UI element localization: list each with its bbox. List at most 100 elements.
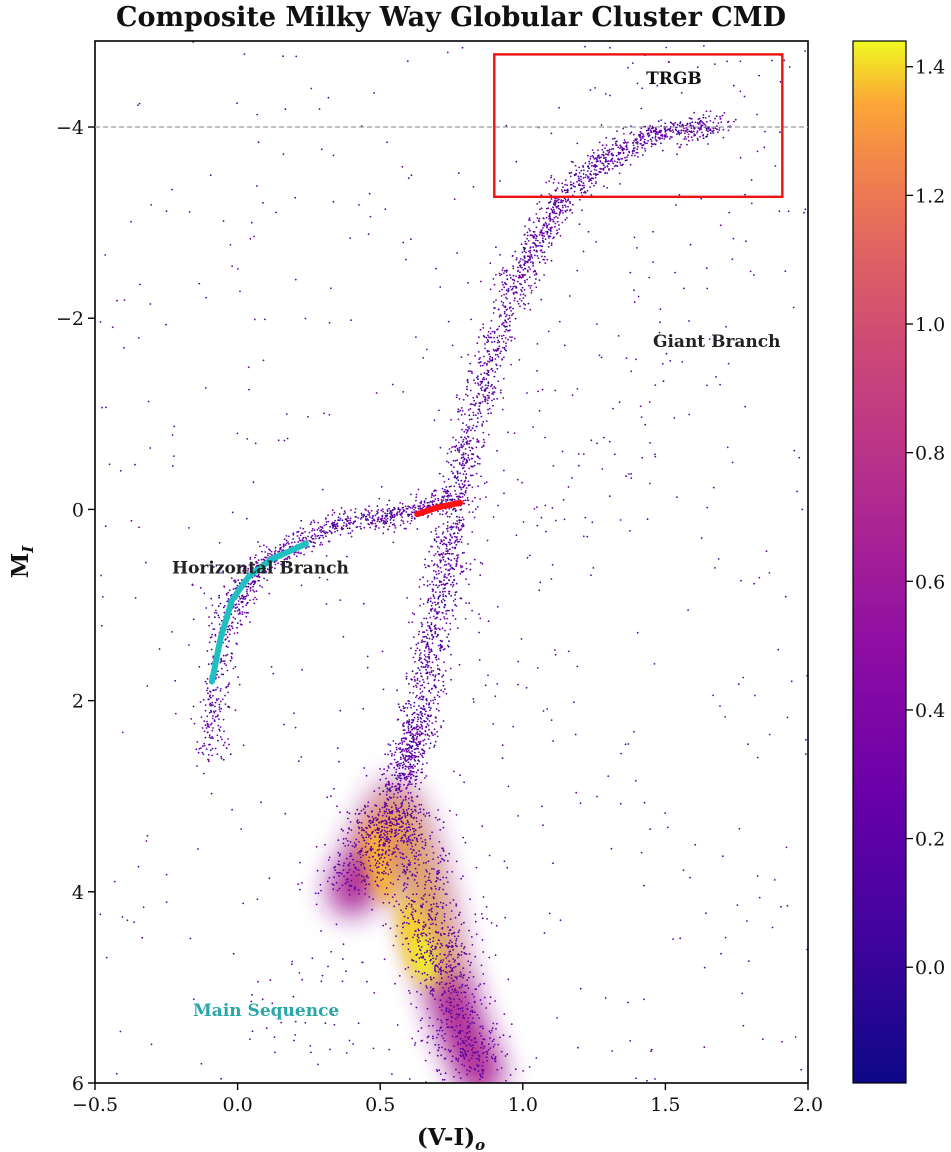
scatter-point [442, 986, 444, 989]
scatter-point [415, 643, 418, 646]
scatter-point [357, 852, 359, 854]
scatter-point [411, 1037, 414, 1040]
scatter-point [352, 871, 355, 873]
scatter-point [438, 841, 441, 843]
scatter-point [302, 527, 305, 530]
scatter-point [479, 401, 482, 404]
scatter-point [701, 131, 703, 134]
scatter-point [437, 871, 440, 874]
scatter-point [441, 640, 443, 643]
scatter-point [562, 206, 564, 209]
scatter-point [428, 914, 431, 916]
scatter-point [421, 754, 423, 757]
scatter-point [448, 516, 451, 518]
scatter-point [321, 534, 324, 537]
scatter-point [339, 517, 342, 520]
scatter-point [285, 535, 288, 537]
scatter-point [668, 137, 671, 140]
scatter-point [316, 529, 319, 531]
scatter-point [206, 687, 209, 690]
scatter-point [460, 444, 463, 446]
scatter-point [338, 854, 341, 857]
scatter-point [404, 768, 407, 770]
scatter-point [693, 133, 696, 135]
scatter-point [431, 962, 434, 965]
scatter-point [411, 874, 413, 877]
scatter-point [498, 341, 501, 343]
scatter-point [486, 372, 488, 375]
scatter-point [617, 146, 620, 149]
scatter-point [398, 788, 401, 791]
scatter-point [488, 956, 491, 959]
scatter-point [449, 534, 452, 537]
scatter-point [504, 319, 506, 322]
scatter-point [448, 953, 451, 955]
scatter-point [388, 830, 391, 833]
scatter-point [419, 578, 421, 581]
scatter-point [387, 788, 390, 791]
scatter-point [406, 841, 408, 843]
scatter-point [261, 550, 263, 553]
scatter-point [410, 706, 412, 709]
scatter-point [393, 847, 395, 850]
scatter-point [422, 506, 425, 509]
scatter-point [488, 1002, 491, 1005]
scatter-point [492, 312, 495, 314]
scatter-point [469, 563, 472, 565]
scatter-point [480, 1046, 482, 1049]
scatter-point [453, 466, 455, 469]
scatter-point [394, 851, 396, 853]
scatter-point [561, 221, 564, 224]
scatter-point [468, 442, 471, 445]
scatter-point [645, 129, 648, 132]
scatter-point [427, 940, 430, 943]
scatter-point [439, 878, 442, 881]
scatter-point [417, 759, 420, 761]
scatter-point [423, 720, 426, 723]
scatter-point [403, 527, 406, 530]
scatter-point [402, 943, 404, 946]
scatter-point [463, 551, 465, 554]
scatter-point [325, 523, 328, 526]
scatter-point [562, 199, 565, 202]
scatter-point [223, 741, 226, 744]
scatter-point [448, 1050, 451, 1053]
scatter-point [500, 350, 502, 353]
scatter-point [551, 209, 554, 212]
scatter-point [430, 531, 433, 533]
scatter-point [602, 151, 605, 154]
scatter-point [450, 1009, 453, 1012]
scatter-point [422, 862, 425, 864]
scatter-point [393, 758, 396, 761]
scatter-point [524, 247, 526, 250]
scatter-point [311, 529, 313, 532]
scatter-point [659, 130, 662, 133]
scatter-point [463, 481, 466, 483]
scatter-point [460, 985, 463, 988]
scatter-point [387, 854, 390, 856]
scatter-point [420, 500, 423, 503]
scatter-point [429, 837, 432, 840]
scatter-point [424, 839, 427, 841]
scatter-point [361, 847, 364, 850]
scatter-point [429, 627, 432, 630]
scatter-point [429, 700, 432, 702]
scatter-point [338, 874, 340, 877]
scatter-point [372, 898, 374, 900]
scatter-point [612, 148, 615, 150]
scatter-point [205, 748, 208, 750]
scatter-point [210, 648, 213, 651]
scatter-point [326, 880, 329, 883]
scatter-point [459, 409, 462, 412]
scatter-point [379, 838, 382, 841]
scatter-point [498, 272, 501, 275]
scatter-point [627, 141, 629, 144]
scatter-point [683, 127, 685, 130]
scatter-point [410, 758, 412, 761]
scatter-point [435, 708, 438, 711]
scatter-point [402, 757, 405, 760]
scatter-point [697, 139, 699, 142]
scatter-point [451, 609, 454, 612]
scatter-point [405, 511, 408, 513]
scatter-point [360, 834, 363, 837]
